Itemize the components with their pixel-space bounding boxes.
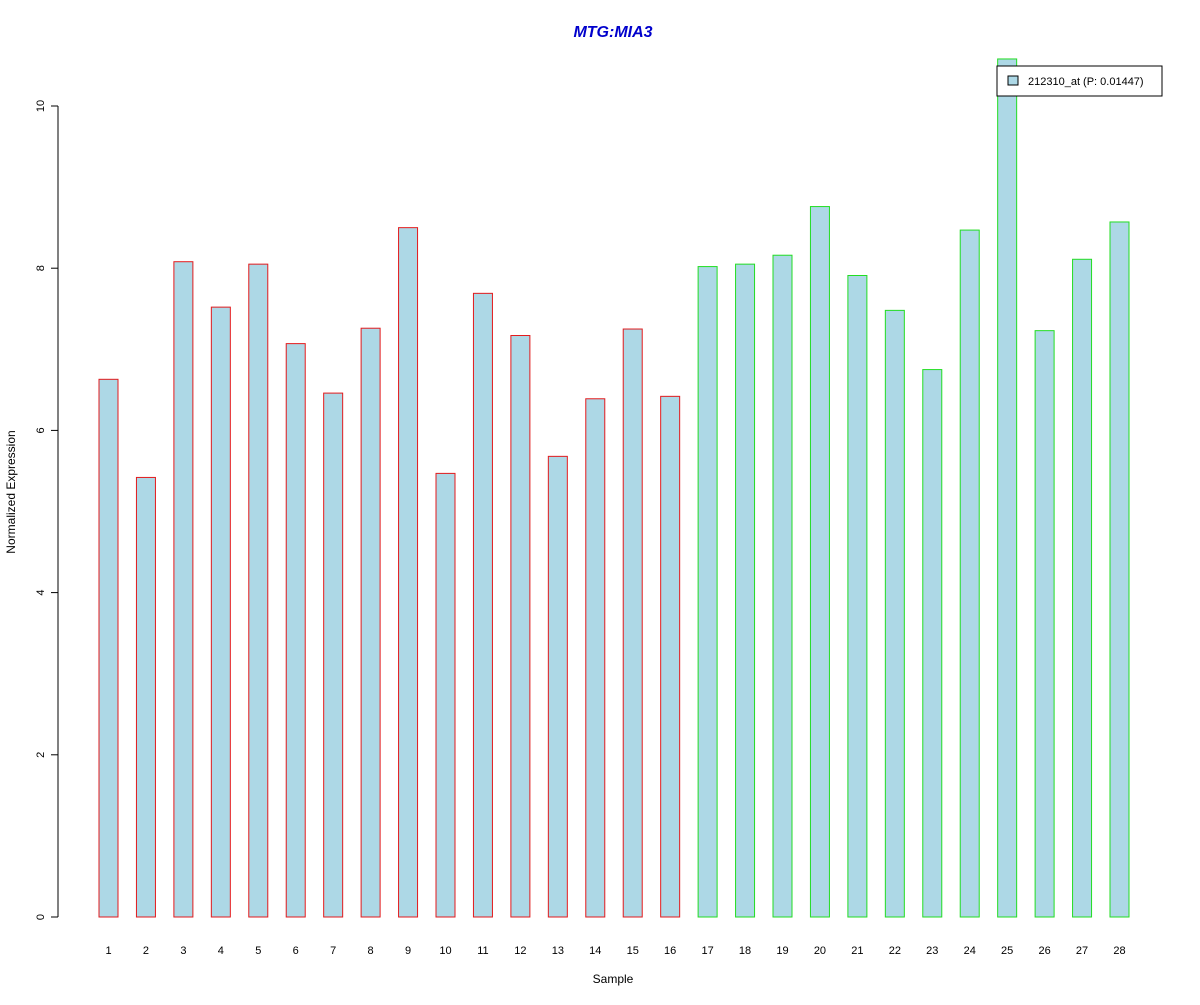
bar-sample-18 (735, 263, 756, 918)
x-tick-label: 14 (589, 945, 601, 957)
bar-sample-14 (585, 398, 606, 918)
bar-sample-20 (809, 206, 830, 918)
bar-sample-19 (772, 254, 793, 918)
bar-sample-2 (135, 476, 156, 918)
x-tick-label: 3 (180, 945, 186, 957)
x-tick-label: 8 (368, 945, 374, 957)
legend-swatch (1007, 75, 1019, 86)
x-tick-label: 2 (143, 945, 149, 957)
x-tick-label: 27 (1076, 945, 1088, 957)
x-tick-label: 9 (405, 945, 411, 957)
bar-sample-23 (922, 369, 943, 918)
bar-sample-16 (660, 395, 681, 918)
bar-sample-27 (1072, 258, 1093, 918)
bar-sample-28 (1109, 221, 1130, 918)
y-axis: 0 2 4 6 8 10 (35, 100, 59, 920)
legend: 212310_at (P: 0.01447) (996, 65, 1163, 97)
y-axis-label: Normalized Expression (4, 430, 18, 553)
x-tick-label: 17 (701, 945, 713, 957)
x-tick-label: 1 (105, 945, 111, 957)
y-tick-label: 2 (35, 752, 47, 758)
bar-sample-5 (248, 263, 269, 918)
x-tick-label: 12 (514, 945, 526, 957)
y-tick-label: 8 (35, 265, 47, 271)
legend-box (996, 65, 1163, 97)
bar-sample-22 (884, 309, 905, 918)
bar-sample-1 (98, 378, 119, 918)
bar-sample-6 (285, 343, 306, 918)
bar-sample-25 (997, 58, 1018, 918)
x-tick-label: 25 (1001, 945, 1013, 957)
y-tick-label: 0 (35, 914, 47, 920)
x-axis-label: Sample (593, 972, 634, 986)
x-tick-label: 22 (889, 945, 901, 957)
bar-sample-7 (323, 392, 344, 918)
bar-sample-21 (847, 274, 868, 918)
y-tick-label: 6 (35, 427, 47, 433)
chart-title: MTG:MIA3 (573, 24, 652, 41)
x-tick-label: 4 (218, 945, 224, 957)
legend-label: 212310_at (P: 0.01447) (1028, 76, 1144, 88)
bar-sample-4 (210, 306, 231, 918)
y-tick-label: 10 (35, 100, 47, 112)
x-tick-label: 19 (776, 945, 788, 957)
bar-sample-12 (510, 335, 531, 918)
bar-sample-17 (697, 266, 718, 918)
x-tick-label: 7 (330, 945, 336, 957)
bar-sample-11 (472, 292, 493, 918)
x-tick-label: 28 (1113, 945, 1125, 957)
x-tick-label: 11 (477, 945, 488, 957)
bar-sample-3 (173, 261, 194, 918)
x-tick-label: 13 (552, 945, 564, 957)
x-tick-label: 16 (664, 945, 676, 957)
bars-group (98, 58, 1130, 918)
bar-sample-9 (398, 227, 419, 918)
x-tick-label: 15 (627, 945, 639, 957)
bar-sample-26 (1034, 330, 1055, 918)
x-tick-label: 10 (439, 945, 451, 957)
x-tick-label: 26 (1038, 945, 1050, 957)
bar-sample-15 (622, 328, 643, 918)
x-tick-label: 6 (293, 945, 299, 957)
x-tick-label: 20 (814, 945, 826, 957)
x-tick-label: 18 (739, 945, 751, 957)
x-tick-label: 24 (964, 945, 976, 957)
bar-sample-10 (435, 472, 456, 918)
bar-sample-24 (959, 229, 980, 918)
x-tick-label: 5 (255, 945, 261, 957)
y-tick-label: 4 (35, 590, 47, 596)
x-tick-label: 23 (926, 945, 938, 957)
bar-sample-8 (360, 327, 381, 918)
x-tick-label: 21 (851, 945, 863, 957)
x-tick-labels: 1 2 3 4 5 6 7 8 9 10 11 12 13 14 15 16 17 18 19 20 21 22 23 24 2… (105, 945, 1125, 957)
bar-sample-13 (547, 455, 568, 918)
